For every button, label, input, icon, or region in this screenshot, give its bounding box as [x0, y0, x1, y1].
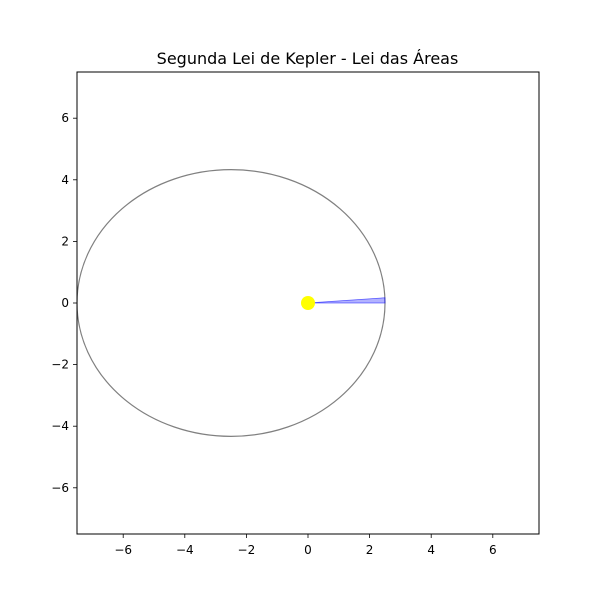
y-tick-label: 2 [61, 234, 69, 248]
y-tick-label: 0 [61, 296, 69, 310]
x-tick-label: −2 [238, 543, 256, 557]
x-tick-label: 2 [366, 543, 374, 557]
y-tick-label: 4 [61, 173, 69, 187]
y-tick-label: −4 [51, 419, 69, 433]
y-axis: −6 −4 −2 0 2 4 6 [51, 111, 77, 495]
x-tick-label: 0 [304, 543, 312, 557]
sun-marker [301, 296, 315, 310]
chart-title: Segunda Lei de Kepler - Lei das Áreas [157, 49, 459, 68]
y-tick-label: −2 [51, 358, 69, 372]
x-tick-label: −6 [114, 543, 132, 557]
plot-area [77, 169, 386, 437]
y-tick-label: 6 [61, 111, 69, 125]
y-tick-label: −6 [51, 481, 69, 495]
x-tick-label: −4 [176, 543, 194, 557]
x-tick-label: 6 [489, 543, 497, 557]
x-tick-label: 4 [427, 543, 435, 557]
plot-frame [76, 71, 540, 535]
x-axis: −6 −4 −2 0 2 4 6 [114, 534, 497, 557]
swept-area-wedge [307, 297, 386, 304]
